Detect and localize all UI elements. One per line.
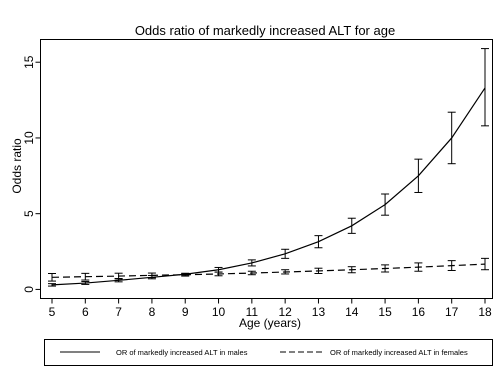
x-tick-label-18: 18	[478, 305, 492, 319]
chart-title: Odds ratio of markedly increased ALT for…	[135, 23, 395, 38]
x-tick-label-13: 13	[312, 305, 326, 319]
x-axis: 5 6 7 8 9 10 11 12 13 14 15 16 17 18	[49, 298, 492, 319]
x-tick-label-11: 11	[246, 305, 259, 319]
y-tick-label-5: 5	[22, 210, 36, 217]
x-tick-label-7: 7	[115, 305, 122, 319]
y-tick-label-0: 0	[22, 286, 36, 293]
x-tick-label-14: 14	[345, 305, 359, 319]
legend-label-males: OR of markedly increased ALT in males	[116, 348, 248, 357]
x-tick-label-16: 16	[412, 305, 426, 319]
x-tick-label-5: 5	[49, 305, 56, 319]
y-tick-label-15: 15	[22, 55, 36, 69]
x-tick-label-6: 6	[82, 305, 89, 319]
x-axis-title: Age (years)	[239, 316, 301, 330]
series-layer	[48, 48, 489, 287]
x-tick-label-10: 10	[212, 305, 226, 319]
error-bar-females-18	[481, 257, 489, 271]
x-tick-label-9: 9	[182, 305, 189, 319]
series-line-males	[51, 87, 486, 286]
x-tick-label-17: 17	[445, 305, 459, 319]
series-females	[48, 257, 489, 282]
series-line-females	[51, 263, 486, 278]
y-tick-label-10: 10	[22, 131, 36, 145]
legend-label-females: OR of markedly increased ALT in females	[330, 348, 468, 357]
x-tick-label-8: 8	[149, 305, 156, 319]
y-axis: 0 5 10 15	[22, 55, 41, 293]
x-tick-label-15: 15	[378, 305, 392, 319]
error-bar-males-18	[481, 48, 489, 127]
y-axis-title: Odds ratio	[10, 138, 24, 194]
x-tick-label-12: 12	[278, 305, 292, 319]
